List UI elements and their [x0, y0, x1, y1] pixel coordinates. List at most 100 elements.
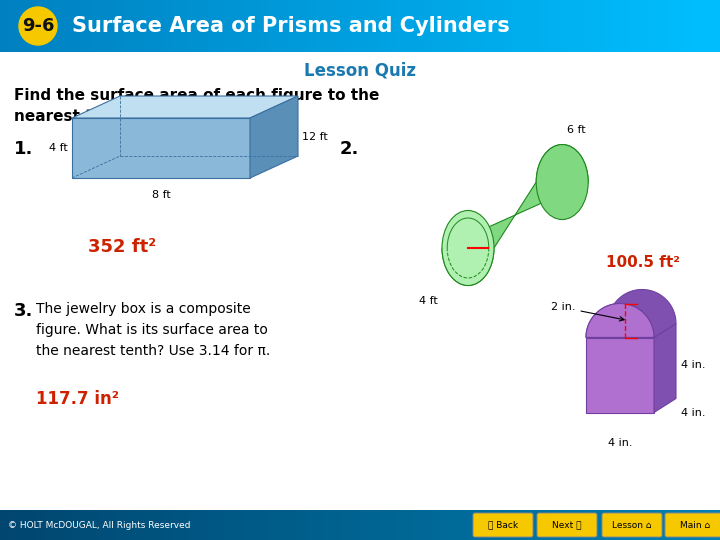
Bar: [540, 510, 550, 540]
Bar: [72, 510, 82, 540]
Bar: [171, 0, 181, 52]
Text: 12 ft: 12 ft: [302, 132, 328, 142]
Bar: [252, 0, 262, 52]
Bar: [612, 510, 622, 540]
Ellipse shape: [536, 145, 588, 220]
Bar: [324, 0, 334, 52]
Text: Lesson Quiz: Lesson Quiz: [304, 61, 416, 79]
Bar: [234, 0, 244, 52]
Bar: [108, 510, 118, 540]
Text: 4 ft: 4 ft: [49, 143, 68, 153]
Bar: [396, 0, 406, 52]
Bar: [18, 510, 28, 540]
Text: 4 in.: 4 in.: [681, 360, 706, 370]
Bar: [45, 0, 55, 52]
Bar: [531, 0, 541, 52]
Bar: [27, 510, 37, 540]
Bar: [522, 0, 532, 52]
Bar: [306, 510, 316, 540]
Bar: [576, 510, 586, 540]
Bar: [351, 0, 361, 52]
Circle shape: [19, 7, 57, 45]
Bar: [711, 510, 720, 540]
Bar: [477, 510, 487, 540]
Bar: [342, 510, 352, 540]
Text: 1.: 1.: [14, 140, 33, 158]
Bar: [315, 510, 325, 540]
Bar: [45, 510, 55, 540]
Bar: [639, 510, 649, 540]
Bar: [189, 0, 199, 52]
Text: 8 ft: 8 ft: [152, 190, 171, 200]
Bar: [90, 0, 100, 52]
Bar: [0, 510, 10, 540]
Bar: [477, 0, 487, 52]
Bar: [450, 510, 460, 540]
Text: 9-6: 9-6: [22, 17, 54, 35]
Bar: [261, 510, 271, 540]
Bar: [675, 0, 685, 52]
Bar: [711, 0, 720, 52]
Bar: [594, 510, 604, 540]
Bar: [342, 0, 352, 52]
Bar: [450, 0, 460, 52]
Bar: [684, 0, 694, 52]
Bar: [225, 0, 235, 52]
Text: 100.5 ft²: 100.5 ft²: [606, 255, 680, 270]
Polygon shape: [250, 96, 298, 178]
Bar: [441, 0, 451, 52]
Polygon shape: [442, 145, 588, 286]
Bar: [603, 510, 613, 540]
Bar: [198, 510, 208, 540]
Bar: [567, 0, 577, 52]
Bar: [54, 0, 64, 52]
Bar: [675, 510, 685, 540]
Bar: [387, 510, 397, 540]
Bar: [63, 0, 73, 52]
Bar: [189, 510, 199, 540]
Bar: [432, 510, 442, 540]
Bar: [72, 0, 82, 52]
Bar: [126, 0, 136, 52]
Text: © HOLT McDOUGAL, All Rights Reserved: © HOLT McDOUGAL, All Rights Reserved: [8, 521, 191, 530]
Bar: [171, 510, 181, 540]
Ellipse shape: [442, 211, 494, 286]
Bar: [234, 510, 244, 540]
Bar: [360, 0, 370, 52]
Bar: [54, 510, 64, 540]
Bar: [0, 0, 10, 52]
Bar: [261, 0, 271, 52]
Bar: [504, 510, 514, 540]
Bar: [9, 510, 19, 540]
Bar: [180, 0, 190, 52]
Bar: [270, 0, 280, 52]
Bar: [558, 0, 568, 52]
Bar: [279, 0, 289, 52]
Text: 2.: 2.: [340, 140, 359, 158]
Bar: [693, 0, 703, 52]
Bar: [513, 510, 523, 540]
Bar: [621, 0, 631, 52]
Bar: [333, 510, 343, 540]
Bar: [504, 0, 514, 52]
Text: 6 ft: 6 ft: [567, 125, 586, 134]
Bar: [693, 510, 703, 540]
Bar: [612, 0, 622, 52]
Polygon shape: [586, 303, 654, 338]
Bar: [144, 0, 154, 52]
Bar: [162, 0, 172, 52]
Polygon shape: [586, 289, 676, 338]
Bar: [351, 510, 361, 540]
Bar: [657, 0, 667, 52]
Bar: [153, 510, 163, 540]
Bar: [99, 510, 109, 540]
Bar: [279, 510, 289, 540]
Bar: [630, 510, 640, 540]
Bar: [99, 0, 109, 52]
Bar: [486, 510, 496, 540]
Bar: [585, 0, 595, 52]
Bar: [9, 0, 19, 52]
Text: 〈 Back: 〈 Back: [488, 521, 518, 530]
Bar: [153, 0, 163, 52]
Bar: [405, 510, 415, 540]
